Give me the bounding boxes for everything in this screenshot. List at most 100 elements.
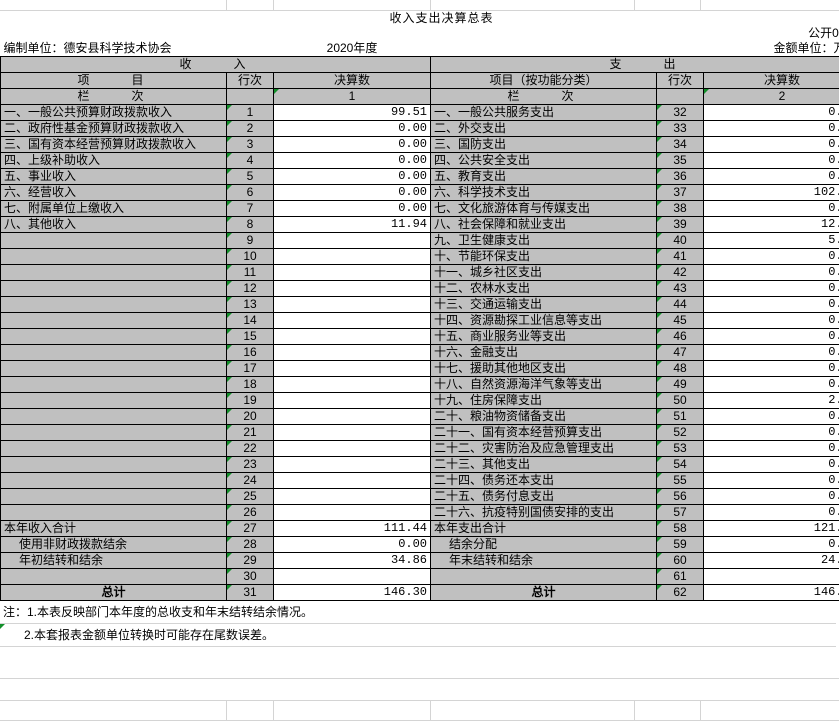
income-line-number: 21: [226, 424, 274, 441]
income-line-number: 12: [226, 280, 274, 297]
expense-value-cell[interactable]: 0.00: [703, 440, 839, 457]
income-line-number: 18: [226, 376, 274, 393]
expense-value-cell[interactable]: 24.49: [703, 552, 839, 569]
expense-value-cell[interactable]: 0.00: [703, 536, 839, 553]
expense-value-cell[interactable]: 0.00: [703, 408, 839, 425]
expense-value-cell[interactable]: 0.00: [703, 344, 839, 361]
income-item-label: [0, 328, 227, 345]
income-value-cell[interactable]: [273, 344, 431, 361]
expense-line-number: 32: [656, 104, 704, 121]
income-value-cell[interactable]: 0.00: [273, 168, 431, 185]
income-value-cell[interactable]: [273, 232, 431, 249]
expense-line-number: 34: [656, 136, 704, 153]
expense-item-label: 结余分配: [430, 536, 657, 553]
expense-line-number: 61: [656, 568, 704, 585]
expense-value-cell[interactable]: 0.00: [703, 472, 839, 489]
expense-value-cell[interactable]: 5.07: [703, 232, 839, 249]
header-income-item: 项 目: [0, 72, 227, 89]
income-value-cell[interactable]: 99.51: [273, 104, 431, 121]
header-expense-value: 决算数: [703, 72, 839, 89]
expense-value-cell[interactable]: 102.15: [703, 184, 839, 201]
expense-value-cell[interactable]: 0.00: [703, 456, 839, 473]
income-line-number: 30: [226, 568, 274, 585]
income-value-cell[interactable]: [273, 376, 431, 393]
expense-value-cell[interactable]: 0.00: [703, 312, 839, 329]
income-value-cell[interactable]: 0.00: [273, 184, 431, 201]
expense-value-cell[interactable]: 2.39: [703, 392, 839, 409]
income-value-cell[interactable]: 34.86: [273, 552, 431, 569]
expense-item-label: 一、一般公共服务支出: [430, 104, 657, 121]
expense-value-cell[interactable]: 0.00: [703, 104, 839, 121]
expense-line-number: 45: [656, 312, 704, 329]
expense-value-cell[interactable]: 121.81: [703, 520, 839, 537]
income-value-cell[interactable]: 11.94: [273, 216, 431, 233]
expense-value-cell[interactable]: 0.00: [703, 296, 839, 313]
income-item-label: [0, 456, 227, 473]
expense-value-cell[interactable]: 0.00: [703, 248, 839, 265]
income-value-cell[interactable]: [273, 328, 431, 345]
expense-item-label: 十五、商业服务业等支出: [430, 328, 657, 345]
income-value-cell[interactable]: [273, 392, 431, 409]
expense-value-cell[interactable]: 0.00: [703, 120, 839, 137]
expense-value-cell[interactable]: 146.30: [703, 584, 839, 601]
income-value-cell[interactable]: [273, 504, 431, 521]
expense-value-cell[interactable]: 0.00: [703, 360, 839, 377]
income-value-cell[interactable]: 0.00: [273, 136, 431, 153]
income-value-cell[interactable]: [273, 472, 431, 489]
expense-line-number: 54: [656, 456, 704, 473]
income-value-cell[interactable]: [273, 456, 431, 473]
expense-value-cell[interactable]: 0.00: [703, 280, 839, 297]
income-value-cell[interactable]: 111.44: [273, 520, 431, 537]
expense-value-cell[interactable]: 12.20: [703, 216, 839, 233]
expense-item-label: 二、外交支出: [430, 120, 657, 137]
income-value-cell[interactable]: 146.30: [273, 584, 431, 601]
expense-value-cell[interactable]: 0.00: [703, 504, 839, 521]
income-item-label: 七、附属单位上缴收入: [0, 200, 227, 217]
expense-value-cell[interactable]: 0.00: [703, 136, 839, 153]
expense-item-label: 十六、金融支出: [430, 344, 657, 361]
expense-value-cell[interactable]: [703, 568, 839, 585]
income-value-cell[interactable]: [273, 440, 431, 457]
income-value-cell[interactable]: 0.00: [273, 200, 431, 217]
income-line-number: 20: [226, 408, 274, 425]
expense-value-cell[interactable]: 0.00: [703, 424, 839, 441]
expense-item-label: 二十一、国有资本经营预算支出: [430, 424, 657, 441]
expense-line-number: 59: [656, 536, 704, 553]
form-code-row: 公开01表: [1, 26, 839, 41]
income-value-cell[interactable]: [273, 264, 431, 281]
expense-item-label: 本年支出合计: [430, 520, 657, 537]
expense-value-cell[interactable]: 0.00: [703, 200, 839, 217]
income-value-cell[interactable]: [273, 280, 431, 297]
income-item-label: 二、政府性基金预算财政拨款收入: [0, 120, 227, 137]
income-value-cell[interactable]: 0.00: [273, 536, 431, 553]
income-line-number: 15: [226, 328, 274, 345]
income-line-number: 4: [226, 152, 274, 169]
expense-value-cell[interactable]: 0.00: [703, 376, 839, 393]
expense-line-number: 49: [656, 376, 704, 393]
income-value-cell[interactable]: 0.00: [273, 120, 431, 137]
income-value-cell[interactable]: [273, 408, 431, 425]
income-item-label: [0, 312, 227, 329]
income-value-cell[interactable]: [273, 248, 431, 265]
expense-value-cell[interactable]: 0.00: [703, 152, 839, 169]
expense-line-number: 46: [656, 328, 704, 345]
income-line-number: 1: [226, 104, 274, 121]
income-value-cell[interactable]: 0.00: [273, 152, 431, 169]
income-value-cell[interactable]: [273, 488, 431, 505]
income-value-cell[interactable]: [273, 312, 431, 329]
expense-value-cell[interactable]: 0.00: [703, 264, 839, 281]
expense-value-cell[interactable]: 0.00: [703, 488, 839, 505]
income-value-cell[interactable]: [273, 568, 431, 585]
income-value-cell[interactable]: [273, 424, 431, 441]
income-value-cell[interactable]: [273, 296, 431, 313]
expense-line-number: 60: [656, 552, 704, 569]
expense-value-cell[interactable]: 0.00: [703, 328, 839, 345]
income-value-cell[interactable]: [273, 360, 431, 377]
expense-value-cell[interactable]: 0.00: [703, 168, 839, 185]
